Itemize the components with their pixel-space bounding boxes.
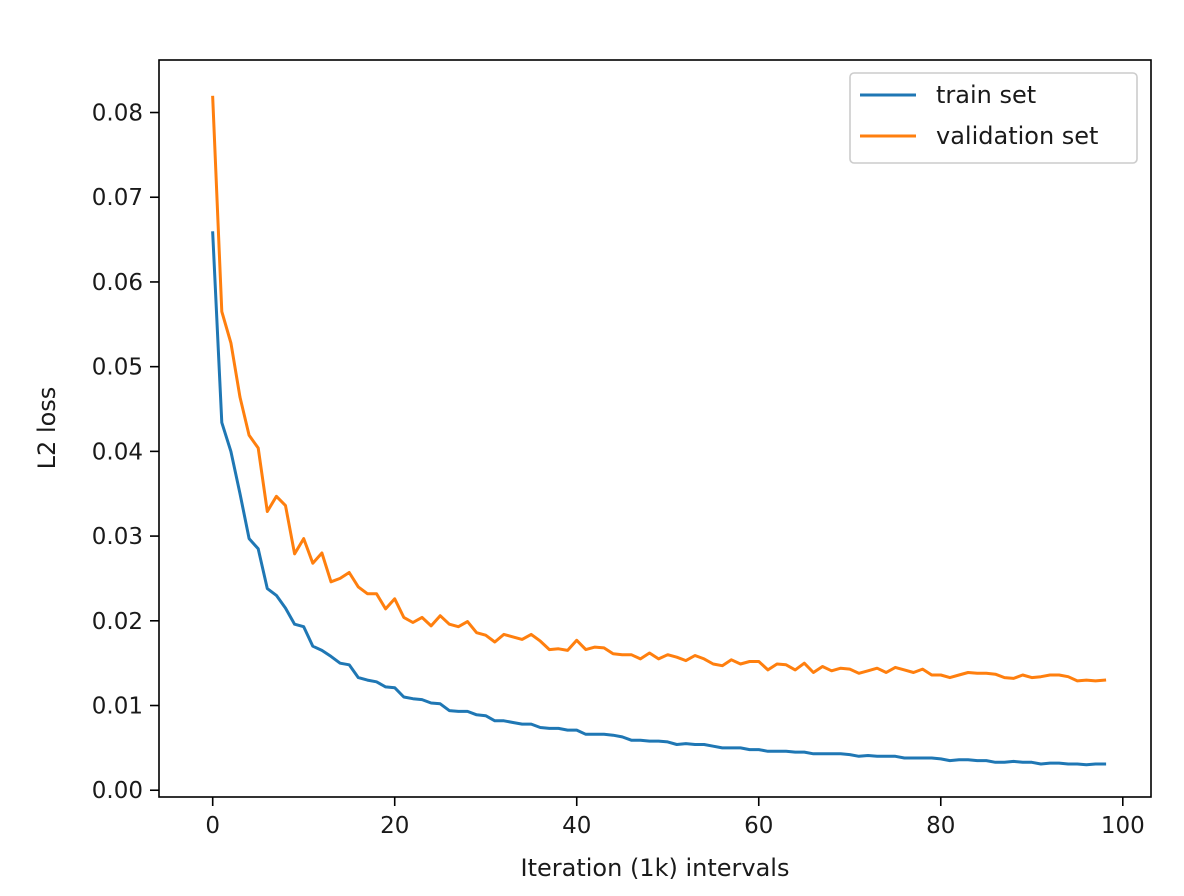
legend-frame bbox=[849, 72, 1138, 164]
y-tick-label: 0.03 bbox=[92, 524, 143, 550]
x-tick-label: 40 bbox=[562, 813, 591, 839]
y-tick-label: 0.08 bbox=[92, 101, 143, 127]
y-tick-label: 0.07 bbox=[92, 185, 143, 211]
y-tick-label: 0.00 bbox=[92, 778, 143, 804]
y-axis-label: L2 loss bbox=[33, 387, 61, 470]
y-axis-ticks: 0.00 0.01 0.02 0.03 0.04 0.05 0.06 0.07 0.08 bbox=[92, 101, 159, 804]
plot-frame bbox=[158, 59, 1152, 798]
series-line-validation-set bbox=[211, 95, 1107, 683]
x-axis-ticks: 0 20 40 60 80 100 bbox=[205, 797, 1145, 839]
y-tick-label: 0.05 bbox=[92, 355, 143, 381]
y-tick-label: 0.06 bbox=[92, 270, 143, 296]
x-axis-label: Iteration (1k) intervals bbox=[521, 854, 790, 882]
legend-label-train: train set bbox=[936, 81, 1036, 109]
legend: train set validation set bbox=[849, 72, 1138, 164]
legend-label-validation: validation set bbox=[936, 122, 1098, 150]
x-tick-label: 100 bbox=[1101, 813, 1145, 839]
x-tick-label: 0 bbox=[205, 813, 220, 839]
y-tick-label: 0.01 bbox=[92, 694, 143, 720]
y-tick-label: 0.02 bbox=[92, 609, 143, 635]
x-tick-label: 80 bbox=[926, 813, 955, 839]
x-tick-label: 60 bbox=[744, 813, 773, 839]
y-tick-label: 0.04 bbox=[92, 439, 143, 465]
plot-area bbox=[159, 60, 1151, 797]
series-line-train-set bbox=[211, 231, 1107, 767]
x-tick-label: 20 bbox=[380, 813, 409, 839]
series-lines bbox=[211, 95, 1107, 767]
